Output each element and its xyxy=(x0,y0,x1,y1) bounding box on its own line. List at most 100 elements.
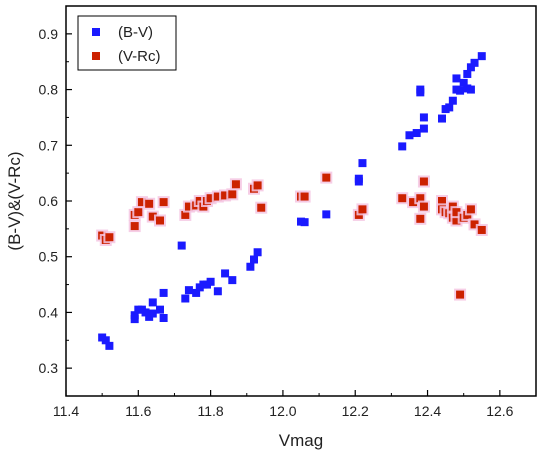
x-tick-label: 12.4 xyxy=(414,403,441,419)
data-point-v-rc xyxy=(137,198,146,207)
data-point-b-v xyxy=(192,288,201,297)
data-point-b-v xyxy=(398,142,407,151)
x-tick-label: 11.4 xyxy=(53,403,79,419)
legend-marker-b-v xyxy=(92,28,100,36)
data-point-b-v xyxy=(184,286,193,295)
data-point-b-v xyxy=(459,78,468,87)
data-point-b-v xyxy=(148,309,157,318)
data-point-b-v xyxy=(177,241,186,250)
y-axis-title: (B-V)&(V-Rc) xyxy=(5,151,24,250)
data-point-v-rc xyxy=(300,192,309,201)
data-point-v-rc xyxy=(470,220,479,229)
data-point-b-v xyxy=(148,298,157,307)
data-point-v-rc xyxy=(253,181,262,190)
data-point-b-v xyxy=(141,308,150,317)
data-point-b-v xyxy=(250,255,258,264)
data-point-b-v xyxy=(181,294,190,303)
data-point-v-rc xyxy=(466,205,475,214)
x-tick-label: 12.2 xyxy=(342,403,369,419)
data-point-b-v xyxy=(412,129,421,138)
data-point-b-v xyxy=(300,218,309,227)
data-point-b-v xyxy=(477,52,486,61)
data-point-v-rc xyxy=(419,177,428,186)
data-point-b-v xyxy=(419,113,428,122)
data-point-b-v xyxy=(416,88,425,97)
data-point-b-v xyxy=(101,336,110,345)
data-point-v-rc xyxy=(416,194,425,203)
data-point-b-v xyxy=(246,262,255,271)
legend-label-b-v: (B-V) xyxy=(118,24,153,41)
y-tick-label: 0.7 xyxy=(39,137,59,153)
data-point-b-v xyxy=(221,269,230,278)
y-tick-label: 0.4 xyxy=(39,304,59,320)
data-point-b-v xyxy=(213,287,222,296)
data-point-b-v xyxy=(419,124,428,133)
data-point-b-v xyxy=(405,131,414,140)
y-tick-label: 0.8 xyxy=(39,82,59,98)
data-point-v-rc xyxy=(257,203,266,212)
data-point-b-v xyxy=(438,114,446,123)
data-point-b-v xyxy=(448,96,457,105)
data-point-b-v xyxy=(354,174,363,183)
axis-ticks-layer: 11.4 11.6 11.8 12.0 12.2 12.4 12.6 0.3 0.4 0.5 0.6… xyxy=(39,26,514,419)
data-point-b-v xyxy=(452,74,461,83)
data-point-b-v xyxy=(445,103,454,112)
data-point-v-rc xyxy=(322,173,331,182)
data-point-v-rc xyxy=(409,198,418,207)
data-point-b-v xyxy=(105,341,114,350)
data-point-b-v xyxy=(228,276,237,285)
data-point-v-rc xyxy=(159,198,168,207)
data-point-v-rc xyxy=(452,208,461,217)
data-point-v-rc xyxy=(213,192,222,201)
data-point-v-rc xyxy=(456,290,465,299)
data-point-v-rc xyxy=(228,190,237,199)
legend: (B-V) (V-Rc) xyxy=(77,15,177,71)
data-point-b-v xyxy=(130,315,139,324)
y-tick-label: 0.9 xyxy=(39,26,59,42)
x-tick-label: 12.6 xyxy=(486,403,513,419)
data-point-b-v xyxy=(466,85,475,94)
data-point-v-rc xyxy=(477,225,486,234)
data-point-v-rc xyxy=(134,208,143,217)
legend-box xyxy=(77,15,177,71)
data-point-v-rc xyxy=(398,194,407,203)
data-point-v-rc xyxy=(206,194,215,203)
data-point-v-rc xyxy=(438,197,446,205)
x-tick-label: 12.0 xyxy=(269,403,296,419)
data-points-layer xyxy=(96,52,488,350)
y-tick-label: 0.6 xyxy=(39,193,59,209)
x-axis-title: Vmag xyxy=(279,431,323,450)
data-point-b-v xyxy=(456,86,465,95)
data-point-v-rc xyxy=(231,180,240,189)
data-point-b-v xyxy=(253,248,262,257)
data-point-v-rc xyxy=(452,216,461,225)
data-point-b-v xyxy=(463,69,472,78)
x-tick-label: 11.6 xyxy=(125,403,151,419)
data-point-v-rc xyxy=(105,233,114,242)
data-point-v-rc xyxy=(148,212,157,221)
data-point-b-v xyxy=(466,63,475,72)
data-point-v-rc xyxy=(419,202,428,211)
y-tick-label: 0.5 xyxy=(39,249,59,265)
data-point-v-rc xyxy=(145,199,154,208)
y-tick-label: 0.3 xyxy=(39,360,59,376)
data-point-b-v xyxy=(159,288,168,297)
data-point-b-v xyxy=(156,305,164,314)
data-point-v-rc xyxy=(156,216,164,225)
x-tick-label: 11.8 xyxy=(198,403,224,419)
data-point-b-v xyxy=(206,277,215,286)
data-point-b-v xyxy=(358,159,367,168)
legend-label-v-rc: (V-Rc) xyxy=(118,48,161,65)
data-point-b-v xyxy=(159,314,168,322)
data-point-v-rc xyxy=(181,210,190,219)
legend-marker-v-rc xyxy=(92,52,100,60)
data-point-v-rc xyxy=(130,222,139,231)
data-point-v-rc xyxy=(358,205,367,214)
data-point-b-v xyxy=(322,210,331,219)
data-point-b-v xyxy=(470,58,479,67)
data-point-v-rc xyxy=(221,191,230,200)
data-point-v-rc xyxy=(416,214,425,223)
data-point-v-rc xyxy=(184,202,193,211)
